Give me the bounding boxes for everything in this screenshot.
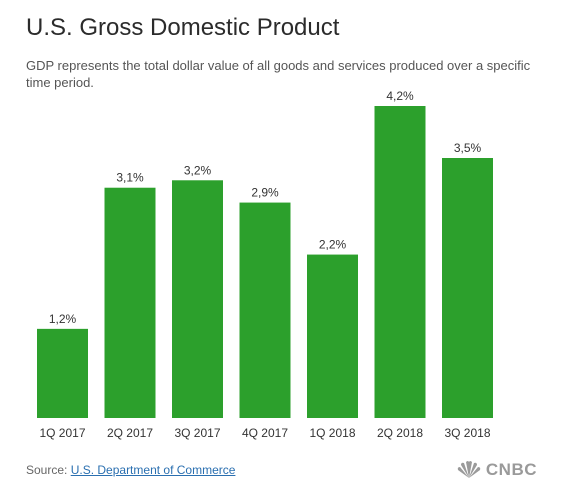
cnbc-logo: CNBC [456,460,537,480]
x-tick-label: 3Q 2017 [174,426,220,440]
peacock-icon [457,461,481,478]
data-label: 3,1% [116,171,144,185]
bar-4q-2017 [239,202,291,418]
data-label: 2,9% [251,186,279,200]
data-label: 3,2% [184,163,212,177]
data-label: 4,2% [386,89,414,103]
data-label: 2,2% [319,238,347,252]
source-link[interactable]: U.S. Department of Commerce [70,463,236,477]
source-prefix: Source: [26,463,68,477]
data-label: 1,2% [49,312,77,326]
bar-3q-2018 [442,158,493,418]
bar-2q-2017 [104,187,156,418]
bar-1q-2018 [307,254,358,418]
x-tick-label: 2Q 2017 [107,426,153,440]
chart-subtitle: GDP represents the total dollar value of… [26,58,531,90]
x-tick-label: 3Q 2018 [444,426,490,440]
x-tick-label: 4Q 2017 [242,426,288,440]
source-line: Source: U.S. Department of Commerce [26,463,235,477]
x-tick-label: 1Q 2018 [309,426,355,440]
bar-3q-2017 [172,180,223,418]
bar-2q-2018 [374,106,426,418]
x-tick-label: 1Q 2017 [39,426,85,440]
x-tick-label: 2Q 2018 [377,426,423,440]
bar-1q-2017 [37,328,88,418]
logo-text: CNBC [485,460,537,479]
data-label: 3,5% [454,141,482,155]
chart-title: U.S. Gross Domestic Product [26,14,340,41]
